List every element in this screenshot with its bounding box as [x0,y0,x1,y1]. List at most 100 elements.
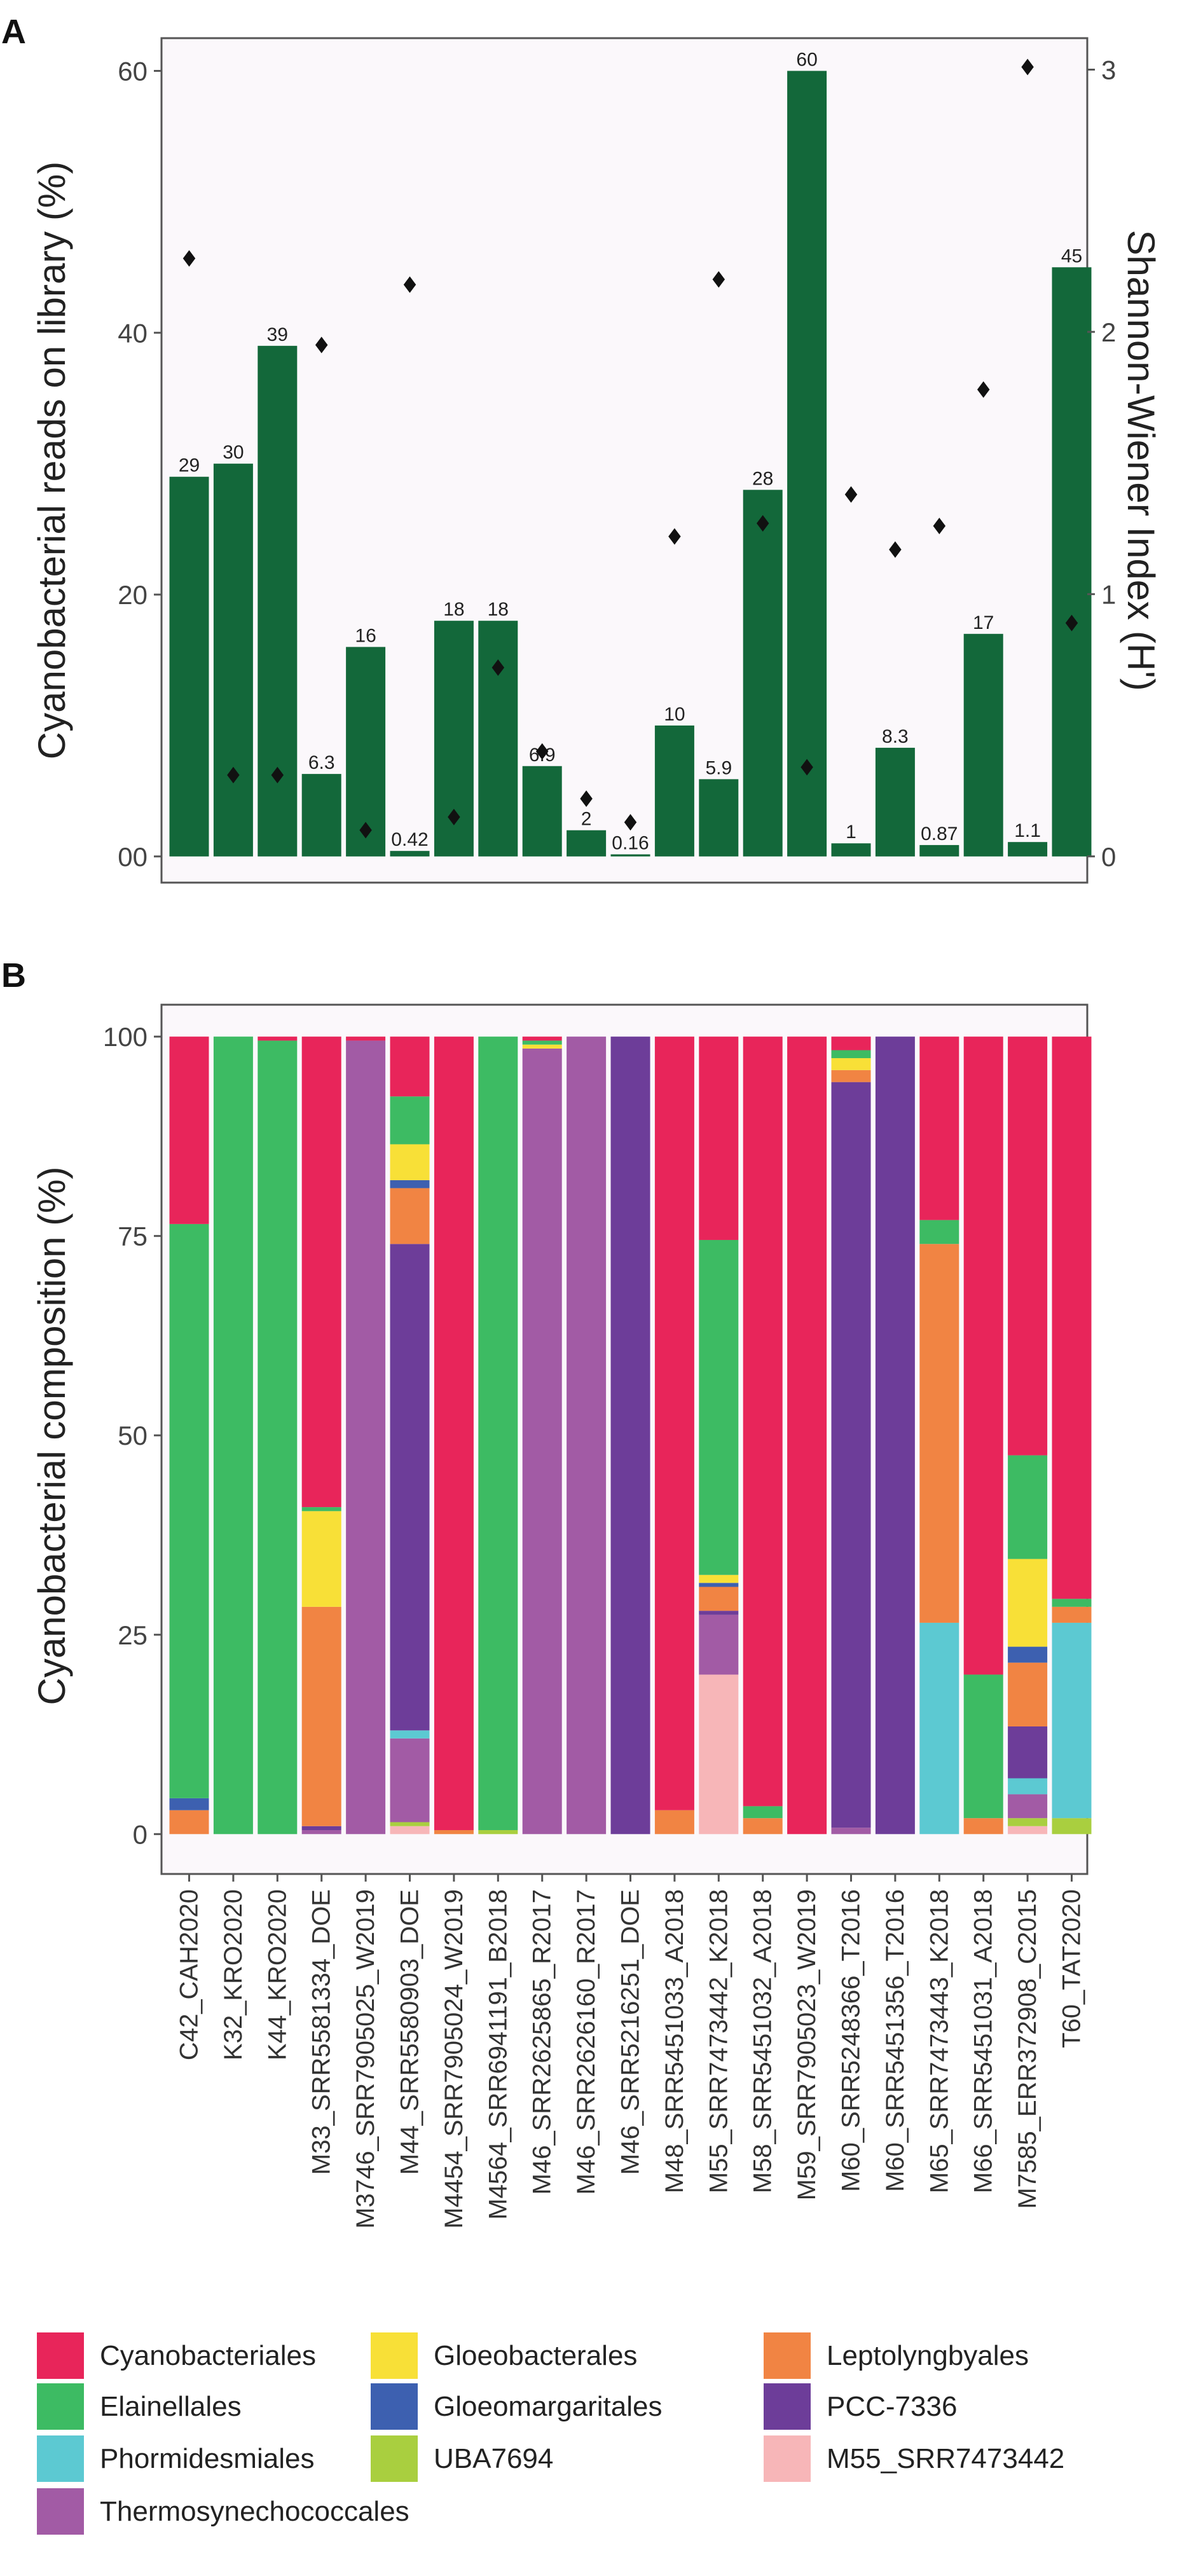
panel-b-segment-m55-srr7473442 [390,1826,430,1835]
panel-b-segment-cyanobacteriales [1008,1037,1048,1456]
panel-a-bar-label: 10 [664,704,685,725]
panel-a-y2-tick-label: 1 [1101,579,1116,609]
panel-a-bar [1008,842,1048,857]
panel-a-bar [213,464,253,857]
panel-a-bar [301,774,341,857]
panel-b-segment-cyanobacteriales [346,1037,386,1041]
panel-b-x-tick-label: M7585_ERR372908_C2015 [1014,1889,1041,2209]
panel-b-segment-gloeomargaritales [390,1180,430,1188]
panel-a-bar-label: 1 [846,822,856,843]
panel-b-tag: B [1,956,26,995]
panel-b-segment-leptolyngbyales [169,1810,209,1835]
panel-b-segment-phormidesmiales [1052,1622,1092,1819]
legend-label: Leptolyngbyales [827,2340,1029,2371]
panel-b-x-tick-label: M46_SRR2626160_R2017 [572,1889,600,2194]
panel-a-shannon-point [271,766,284,783]
panel-a-bar [390,851,430,857]
panel-b-segment-pcc-7336 [831,1082,871,1828]
panel-a-shannon-point [1021,59,1034,76]
panel-b-segment-cyanobacteriales [743,1037,783,1807]
panel-a-shannon-point [1065,614,1078,631]
panel-b-segment-cyanobacteriales [699,1037,739,1240]
panel-b-segment-cyanobacteriales [787,1037,827,1835]
panel-b-segment-elainellales [258,1040,298,1835]
panel-a-bar [346,647,386,857]
legend-label: Phormidesmiales [100,2443,314,2474]
legend-swatch [764,2383,811,2430]
panel-b-segment-thermosynechococcales [346,1040,386,1835]
panel-b-segment-leptolyngbyales [1052,1606,1092,1623]
panel-a-bar [831,843,871,857]
panel-a-y-tick-label: 60 [118,56,148,86]
panel-a-shannon-point [933,518,946,535]
panel-a-bar-label: 8.3 [882,726,909,747]
panel-b-segment-uba7694 [1008,1818,1048,1826]
panel-a-shannon-point [403,276,416,293]
panel-a-bar-label: 45 [1061,245,1082,266]
panel-b-segment-thermosynechococcales [831,1828,871,1835]
panel-b-x-tick-label: M44_SRR5580903_DOE [396,1889,424,2175]
legend-label: M55_SRR7473442 [827,2443,1064,2474]
panel-b-x-tick-label: M55_SRR7473442_K2018 [704,1889,732,2193]
panel-b-x-tick-label: K44_KRO2020 [263,1889,291,2060]
panel-b-segment-uba7694 [1052,1818,1092,1835]
panel-a-shannon-point [227,766,240,783]
panel-b-segment-thermosynechococcales [522,1048,562,1835]
panel-b-x-tick-label: M33_SRR5581334_DOE [308,1889,336,2175]
panel-b-segment-leptolyngbyales [831,1070,871,1082]
legend-swatch [371,2332,418,2379]
panel-b-segment-elainellales [831,1050,871,1059]
panel-b-segment-elainellales [522,1040,562,1045]
panel-a-bar [169,476,209,857]
panel-b-segment-cyanobacteriales [390,1037,430,1097]
panel-b-segment-cyanobacteriales [522,1037,562,1041]
panel-b-y-tick-label: 100 [103,1022,148,1052]
panel-a-bar [875,747,915,857]
panel-a-shannon-point [801,759,813,776]
panel-a-bar [610,854,650,857]
panel-b-segment-pcc-7336 [699,1611,739,1615]
panel-b-segment-cyanobacteriales [301,1037,341,1508]
panel-b-x-tick-label: M65_SRR7473443_K2018 [925,1889,953,2193]
panel-a-bar-label: 18 [443,599,464,620]
panel-b-y-tick-label: 25 [118,1620,148,1650]
legend-label: Cyanobacteriales [100,2340,316,2371]
panel-b-segment-elainellales [478,1037,518,1831]
panel-a-bar [919,844,959,857]
panel-b-segment-gloeobacterales [1008,1559,1048,1647]
panel-b-segment-pcc-7336 [610,1037,650,1835]
panel-b-y-tick-label: 50 [118,1421,148,1450]
legend-swatch [764,2435,811,2482]
panel-b-segment-pcc-7336 [875,1037,915,1835]
panel-b-segment-gloeobacterales [522,1044,562,1049]
panel-a-bar [654,725,694,857]
panel-a-shannon-point [668,528,681,545]
panel-a-shannon-point [491,659,505,676]
panel-b-segment-elainellales [1052,1599,1092,1607]
panel-a-y-tick-label: 20 [118,580,148,610]
panel-b-y-axis-label: Cyanobacterial composition (%) [31,1166,73,1705]
legend-swatch [37,2435,84,2482]
panel-a-shannon-point [448,808,460,825]
legend-swatch [37,2383,84,2430]
panel-b-segment-elainellales [301,1507,341,1512]
panel-a-bar [963,633,1003,857]
legend-label: Thermosynechococcales [100,2496,409,2527]
panel-b-segment-elainellales [169,1223,209,1798]
panel-a-bar [522,766,562,857]
panel-b-x-tick-label: C42_CAH2020 [175,1889,203,2060]
panel-b-x-tick-label: M60_SRR5451356_T2016 [881,1889,909,2192]
panel-a-y-tick-label: 40 [118,318,148,348]
legend-swatch [37,2488,84,2535]
panel-a-bar-label: 0.42 [391,829,428,850]
legend-swatch [371,2383,418,2430]
panel-b-segment-thermosynechococcales [1008,1794,1048,1819]
panel-a-bar [699,779,739,857]
panel-a-bar-label: 6.3 [308,752,335,773]
panel-b-segment-thermosynechococcales [699,1615,739,1675]
legend-label: UBA7694 [434,2443,553,2474]
panel-b: B 0 25 50 75 100 C42_CAH2020 K32_KRO2020 K44_K… [1,956,1092,2229]
panel-b-segment-pcc-7336 [390,1244,430,1731]
panel-b-segment-cyanobacteriales [963,1037,1003,1675]
